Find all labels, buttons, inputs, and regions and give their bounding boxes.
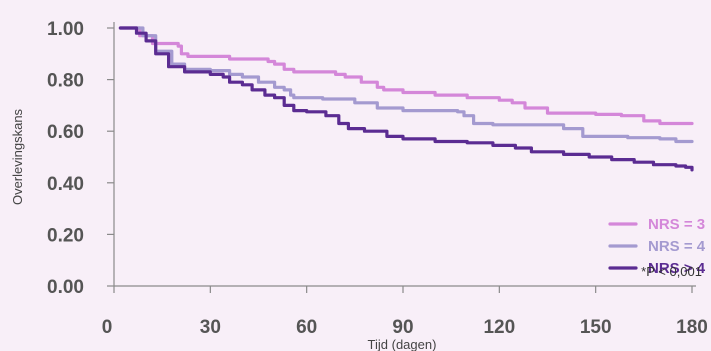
y-tick-label: 1.00 (47, 19, 84, 40)
legend-label: NRS > 4 (648, 260, 706, 277)
x-tick-label: 60 (296, 317, 317, 338)
y-tick-label: 0.60 (47, 122, 84, 143)
x-tick-label: 120 (483, 317, 515, 338)
x-tick-label: 0 (102, 317, 113, 338)
x-tick-label: 30 (200, 317, 221, 338)
series-line (118, 26, 694, 172)
series-line (118, 26, 694, 144)
legend: NRS = 3 NRS = 4 NRS > 4 (608, 216, 706, 277)
x-ticks: 0 30 60 90 120 150 180 (102, 286, 708, 338)
legend-label: NRS = 4 (648, 238, 706, 255)
series-lines (118, 26, 694, 172)
x-tick-label: 90 (392, 317, 413, 338)
x-tick-label: 150 (580, 317, 612, 338)
x-tick-label: 180 (676, 317, 708, 338)
series-line (118, 26, 694, 126)
y-axis-label: Overlevingskans (10, 108, 25, 205)
y-tick-label: 0.00 (47, 277, 84, 298)
y-tick-label: 0.80 (47, 71, 84, 92)
y-tick-label: 0.40 (47, 174, 84, 195)
y-tick-label: 0.20 (47, 225, 84, 246)
y-ticks: 0.00 0.20 0.40 0.60 0.80 1.00 (47, 19, 114, 298)
p-value-annotation: *P < 0,001 (641, 264, 702, 279)
x-axis-label: Tijd (dagen) (368, 337, 437, 351)
legend-label: NRS = 3 (648, 216, 705, 233)
